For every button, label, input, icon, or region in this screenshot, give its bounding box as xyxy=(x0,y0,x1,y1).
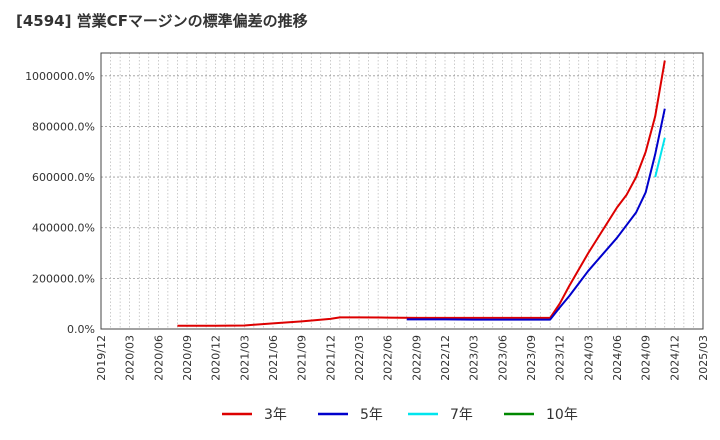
y-tick-label: 1000000.0% xyxy=(25,70,95,83)
x-tick-label: 2025/03 xyxy=(697,335,710,381)
x-tick-label: 2019/12 xyxy=(95,335,108,381)
series-layer xyxy=(177,60,666,327)
y-axis: 0.0% 200000.0% 400000.0% 600000.0% 800000.0%… xyxy=(25,70,95,336)
legend-label: 10年 xyxy=(546,407,578,423)
x-tick-label: 2024/03 xyxy=(582,335,595,381)
x-tick-label: 2021/06 xyxy=(267,335,280,381)
y-tick-label: 600000.0% xyxy=(32,171,95,184)
x-tick-label: 2024/12 xyxy=(668,335,681,381)
x-tick-label: 2020/12 xyxy=(210,335,223,381)
y-tick-label: 400000.0% xyxy=(32,222,95,235)
x-tick-label: 2022/03 xyxy=(353,335,366,381)
y-tick-label: 0.0% xyxy=(67,323,95,336)
x-tick-label: 2022/06 xyxy=(382,335,395,381)
series-line-5年 xyxy=(406,108,666,321)
legend: 3年 5年 7年 10年 xyxy=(222,407,578,423)
legend-label: 3年 xyxy=(264,407,287,423)
x-tick-label: 2021/12 xyxy=(324,335,337,381)
x-axis: 2019/12 2020/03 2020/06 2020/09 2020/12 2021/… xyxy=(95,335,710,381)
x-tick-label: 2023/09 xyxy=(525,335,538,381)
legend-label: 5年 xyxy=(360,407,383,423)
plot-frame xyxy=(100,52,704,330)
y-tick-label: 200000.0% xyxy=(32,272,95,285)
y-tick-label: 800000.0% xyxy=(32,120,95,133)
x-tick-label: 2024/06 xyxy=(611,335,624,381)
x-tick-label: 2021/03 xyxy=(238,335,251,381)
legend-label: 7年 xyxy=(450,407,473,423)
series-line-7年 xyxy=(654,137,666,178)
x-tick-label: 2020/06 xyxy=(152,335,165,381)
x-tick-label: 2022/09 xyxy=(410,335,423,381)
x-tick-label: 2020/09 xyxy=(181,335,194,381)
grid-layer xyxy=(101,53,703,330)
chart-title: [4594] 営業CFマージンの標準偏差の推移 xyxy=(16,12,308,30)
x-tick-label: 2023/03 xyxy=(468,335,481,381)
x-tick-label: 2020/03 xyxy=(124,335,137,381)
x-tick-label: 2023/12 xyxy=(554,335,567,381)
x-tick-label: 2022/12 xyxy=(439,335,452,381)
x-tick-label: 2021/09 xyxy=(296,335,309,381)
series-line-3年 xyxy=(177,60,666,327)
x-tick-label: 2024/09 xyxy=(640,335,653,381)
x-tick-label: 2023/06 xyxy=(496,335,509,381)
